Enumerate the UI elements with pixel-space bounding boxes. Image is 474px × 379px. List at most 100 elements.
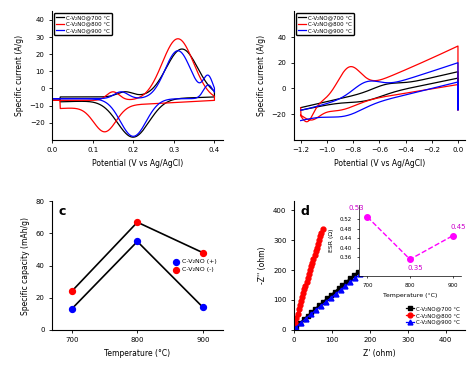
C-V₂NO@700 °C bbox=[455, 69, 461, 74]
C-V₂NO@800 °C bbox=[181, 41, 187, 45]
C-V₂NO@900 °C bbox=[343, 284, 348, 288]
C-V₂NO@900 °C bbox=[412, 229, 418, 233]
C-V₂NO@700 °C bbox=[301, 317, 307, 321]
C-V₂NO@900 °C bbox=[363, 268, 368, 273]
C-V₂NO@800 °C bbox=[120, 109, 126, 114]
C-V₂NO@800 °C bbox=[426, 57, 431, 62]
Line: C-V₂NO@700 °C: C-V₂NO@700 °C bbox=[52, 49, 214, 137]
C-V₂NO@700 °C bbox=[382, 247, 388, 251]
C-V₂NO@800 °C bbox=[306, 272, 312, 276]
Legend: C-V₂NO@700 °C, C-V₂NO@800 °C, C-V₂NO@900 °C: C-V₂NO@700 °C, C-V₂NO@800 °C, C-V₂NO@900… bbox=[54, 13, 112, 35]
C-V₂NO@800 °C bbox=[330, 87, 336, 91]
C-V₂NO@700 °C bbox=[437, 74, 442, 78]
C-V₂NO@800 °C bbox=[366, 98, 372, 102]
C-V₂NO@900 °C bbox=[361, 106, 367, 111]
C-V₂NO@900 °C bbox=[402, 236, 408, 241]
C-V₂NO@800 °C bbox=[175, 36, 181, 41]
C-V₂NO@800 °C bbox=[301, 287, 307, 292]
C-V₂NO@700 °C bbox=[339, 283, 345, 287]
C-V₂NO@700 °C bbox=[82, 95, 88, 99]
C-V₂NO@900 °C bbox=[175, 49, 181, 53]
C-V₂NO@800 °C bbox=[115, 117, 120, 121]
C-V₂NO@800 °C bbox=[437, 52, 443, 57]
C-V₂NO@800 °C bbox=[151, 101, 156, 106]
C-V₂NO@800 °C bbox=[319, 227, 325, 231]
C-V₂NO@900 °C bbox=[383, 252, 388, 257]
C-V₂NO@900 °C bbox=[425, 70, 431, 75]
C-V₂NO@900 °C bbox=[298, 108, 303, 113]
C-V₂NO@900 °C bbox=[408, 233, 413, 237]
C-V₂NO@700 °C bbox=[309, 310, 314, 314]
C-V₂NO@800 °C bbox=[304, 279, 310, 284]
C-V₂NO@700 °C bbox=[181, 47, 187, 52]
C-V₂NO@800 °C bbox=[302, 283, 308, 288]
Y-axis label: Specific capacity (mAh/g): Specific capacity (mAh/g) bbox=[21, 216, 30, 315]
C-V₂NO@700 °C bbox=[312, 306, 318, 311]
Legend: C-V₂NO@700 °C, C-V₂NO@800 °C, C-V₂NO@900 °C: C-V₂NO@700 °C, C-V₂NO@800 °C, C-V₂NO@900… bbox=[296, 13, 354, 35]
C-V₂NO@800 °C bbox=[396, 92, 401, 97]
C-V₂NO@900 °C bbox=[337, 288, 343, 292]
C-V₂NO@800 °C bbox=[312, 253, 318, 257]
C-V₂NO@900 °C bbox=[151, 107, 156, 112]
C-V₂NO@700 °C bbox=[425, 76, 431, 81]
C-V₂NO@800 °C bbox=[314, 245, 319, 250]
Line: C-V₂NO@800 °C: C-V₂NO@800 °C bbox=[301, 46, 458, 122]
C-V₂NO@800 °C bbox=[293, 316, 299, 320]
C-V₂NO@900 °C bbox=[373, 260, 378, 265]
C-V₂NO@800 °C bbox=[310, 257, 316, 261]
C-V₂NO@700 °C bbox=[361, 99, 367, 103]
C-V₂NO@700 °C bbox=[324, 296, 330, 301]
C-V₂NO (+) bbox=[199, 304, 207, 310]
C-V₂NO@900 °C bbox=[347, 280, 353, 284]
Y-axis label: -Z'' (ohm): -Z'' (ohm) bbox=[258, 247, 267, 284]
C-V₂NO@900 °C bbox=[398, 240, 403, 245]
X-axis label: Z' (ohm): Z' (ohm) bbox=[363, 349, 396, 358]
C-V₂NO@800 °C bbox=[313, 249, 319, 254]
C-V₂NO@900 °C bbox=[367, 103, 373, 108]
C-V₂NO@800 °C bbox=[296, 307, 301, 312]
C-V₂NO@800 °C bbox=[298, 113, 303, 117]
C-V₂NO@900 °C bbox=[114, 114, 120, 118]
C-V₂NO@700 °C bbox=[344, 279, 349, 284]
C-V₂NO@700 °C bbox=[336, 286, 341, 291]
C-V₂NO@700 °C bbox=[386, 243, 392, 248]
Y-axis label: Specific current (A/g): Specific current (A/g) bbox=[15, 35, 24, 116]
C-V₂NO@900 °C bbox=[303, 316, 309, 321]
Text: c: c bbox=[59, 205, 66, 218]
Line: C-V₂NO@800 °C: C-V₂NO@800 °C bbox=[52, 39, 214, 132]
C-V₂NO@700 °C bbox=[179, 47, 185, 51]
C-V₂NO@800 °C bbox=[316, 238, 322, 242]
C-V₂NO@800 °C bbox=[455, 44, 461, 48]
C-V₂NO@900 °C bbox=[49, 96, 55, 101]
X-axis label: Potential (V vs Ag/AgCl): Potential (V vs Ag/AgCl) bbox=[91, 159, 183, 168]
C-V₂NO@800 °C bbox=[319, 230, 324, 235]
C-V₂NO@800 °C bbox=[304, 119, 310, 124]
C-V₂NO@700 °C bbox=[298, 105, 303, 110]
C-V₂NO@900 °C bbox=[318, 304, 323, 309]
C-V₂NO@700 °C bbox=[371, 256, 376, 261]
C-V₂NO@700 °C bbox=[114, 120, 120, 125]
Legend: C-V₂NO@700 °C, C-V₂NO@800 °C, C-V₂NO@900 °C: C-V₂NO@700 °C, C-V₂NO@800 °C, C-V₂NO@900… bbox=[403, 304, 462, 327]
C-V₂NO@800 °C bbox=[193, 65, 199, 70]
C-V₂NO (+) bbox=[134, 238, 141, 244]
Line: C-V₂NO@900 °C: C-V₂NO@900 °C bbox=[52, 51, 214, 136]
C-V₂NO@900 °C bbox=[388, 248, 393, 253]
C-V₂NO@700 °C bbox=[330, 98, 336, 103]
Line: C-V₂NO@900 °C: C-V₂NO@900 °C bbox=[301, 63, 458, 121]
C-V₂NO@700 °C bbox=[396, 88, 402, 93]
C-V₂NO@900 °C bbox=[49, 96, 55, 101]
C-V₂NO@900 °C bbox=[367, 264, 373, 268]
C-V₂NO@900 °C bbox=[396, 94, 402, 99]
C-V₂NO@900 °C bbox=[357, 272, 363, 276]
C-V₂NO@900 °C bbox=[298, 118, 303, 123]
C-V₂NO@700 °C bbox=[359, 266, 365, 271]
C-V₂NO@900 °C bbox=[181, 53, 187, 58]
C-V₂NO@700 °C bbox=[328, 293, 334, 297]
C-V₂NO@900 °C bbox=[330, 99, 336, 104]
C-V₂NO@800 °C bbox=[49, 98, 55, 103]
C-V₂NO@800 °C bbox=[295, 311, 301, 316]
C-V₂NO@700 °C bbox=[297, 321, 303, 325]
C-V₂NO@800 °C bbox=[307, 268, 313, 273]
Legend: C-V₂NO (+), C-V₂NO (-): C-V₂NO (+), C-V₂NO (-) bbox=[168, 257, 219, 275]
C-V₂NO@700 °C bbox=[305, 313, 310, 318]
